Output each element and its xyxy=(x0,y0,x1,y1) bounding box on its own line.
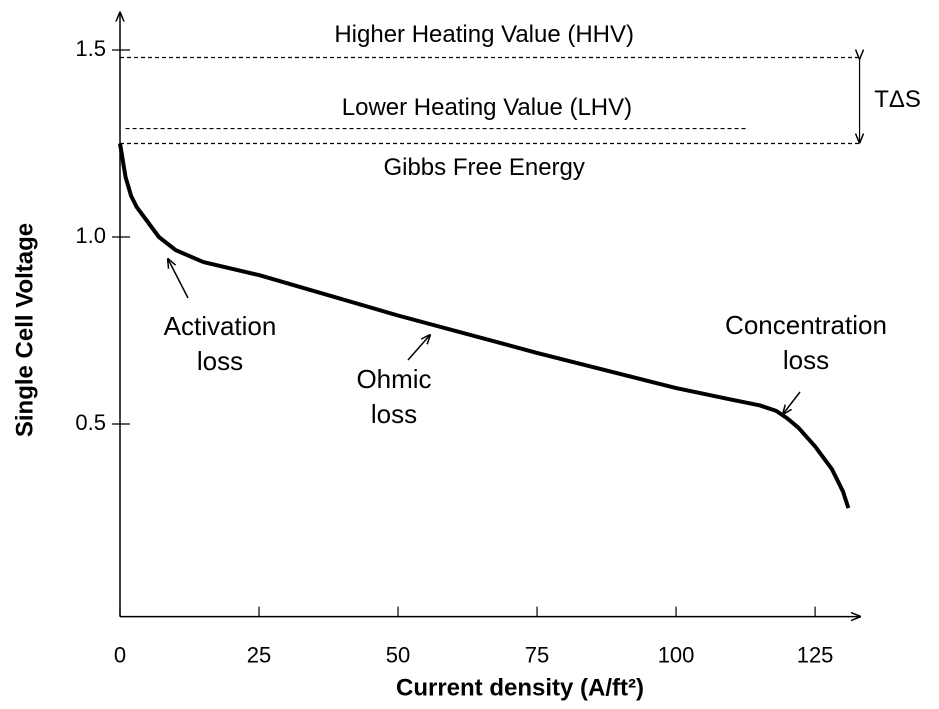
x-axis-label: Current density (A/ft²) xyxy=(396,674,644,701)
y-tick-label: 1.5 xyxy=(75,36,106,61)
reference-label: Lower Heating Value (LHV) xyxy=(342,94,632,121)
curve xyxy=(118,143,851,509)
reference-label: Higher Heating Value (HHV) xyxy=(334,21,634,48)
x-tick-label: 0 xyxy=(114,642,126,667)
y-axis-label: Single Cell Voltage xyxy=(11,223,38,437)
x-tick-label: 100 xyxy=(658,642,695,667)
annotation-text: Concentration xyxy=(725,310,887,340)
x-tick-label: 50 xyxy=(386,642,410,667)
reference-label: Gibbs Free Energy xyxy=(383,154,584,181)
bracket-label: TΔS xyxy=(874,86,921,113)
annotation-text: Ohmic xyxy=(356,364,431,394)
annotation-text: loss xyxy=(783,345,829,375)
annotation-arrow xyxy=(168,259,189,299)
annotation-arrow xyxy=(783,391,801,414)
y-tick-label: 1.0 xyxy=(75,223,106,248)
x-tick-label: 75 xyxy=(525,642,549,667)
x-tick-label: 125 xyxy=(797,642,834,667)
x-tick-label: 25 xyxy=(247,642,271,667)
y-tick-label: 0.5 xyxy=(75,410,106,435)
annotation-text: loss xyxy=(371,399,417,429)
annotation-text: Activation xyxy=(164,311,277,341)
annotation-text: loss xyxy=(197,346,243,376)
annotation-arrow xyxy=(407,335,430,361)
